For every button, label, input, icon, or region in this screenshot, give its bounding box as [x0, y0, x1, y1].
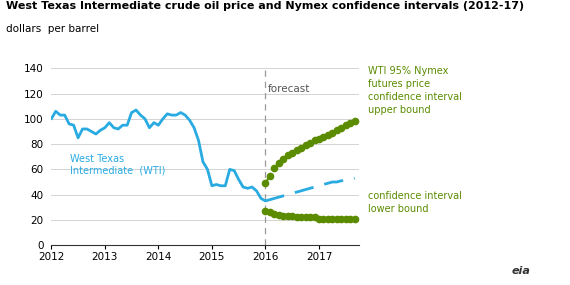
- Text: eia: eia: [511, 266, 530, 276]
- Text: WTI 95% Nymex
futures price
confidence interval
upper bound: WTI 95% Nymex futures price confidence i…: [368, 66, 462, 115]
- Text: confidence interval
lower bound: confidence interval lower bound: [368, 191, 462, 214]
- Text: West Texas Intermediate crude oil price and Nymex confidence intervals (2012-17): West Texas Intermediate crude oil price …: [6, 1, 524, 11]
- Text: forecast: forecast: [268, 84, 311, 93]
- Text: West Texas
Intermediate  (WTI): West Texas Intermediate (WTI): [70, 154, 165, 176]
- Text: dollars  per barrel: dollars per barrel: [6, 24, 99, 34]
